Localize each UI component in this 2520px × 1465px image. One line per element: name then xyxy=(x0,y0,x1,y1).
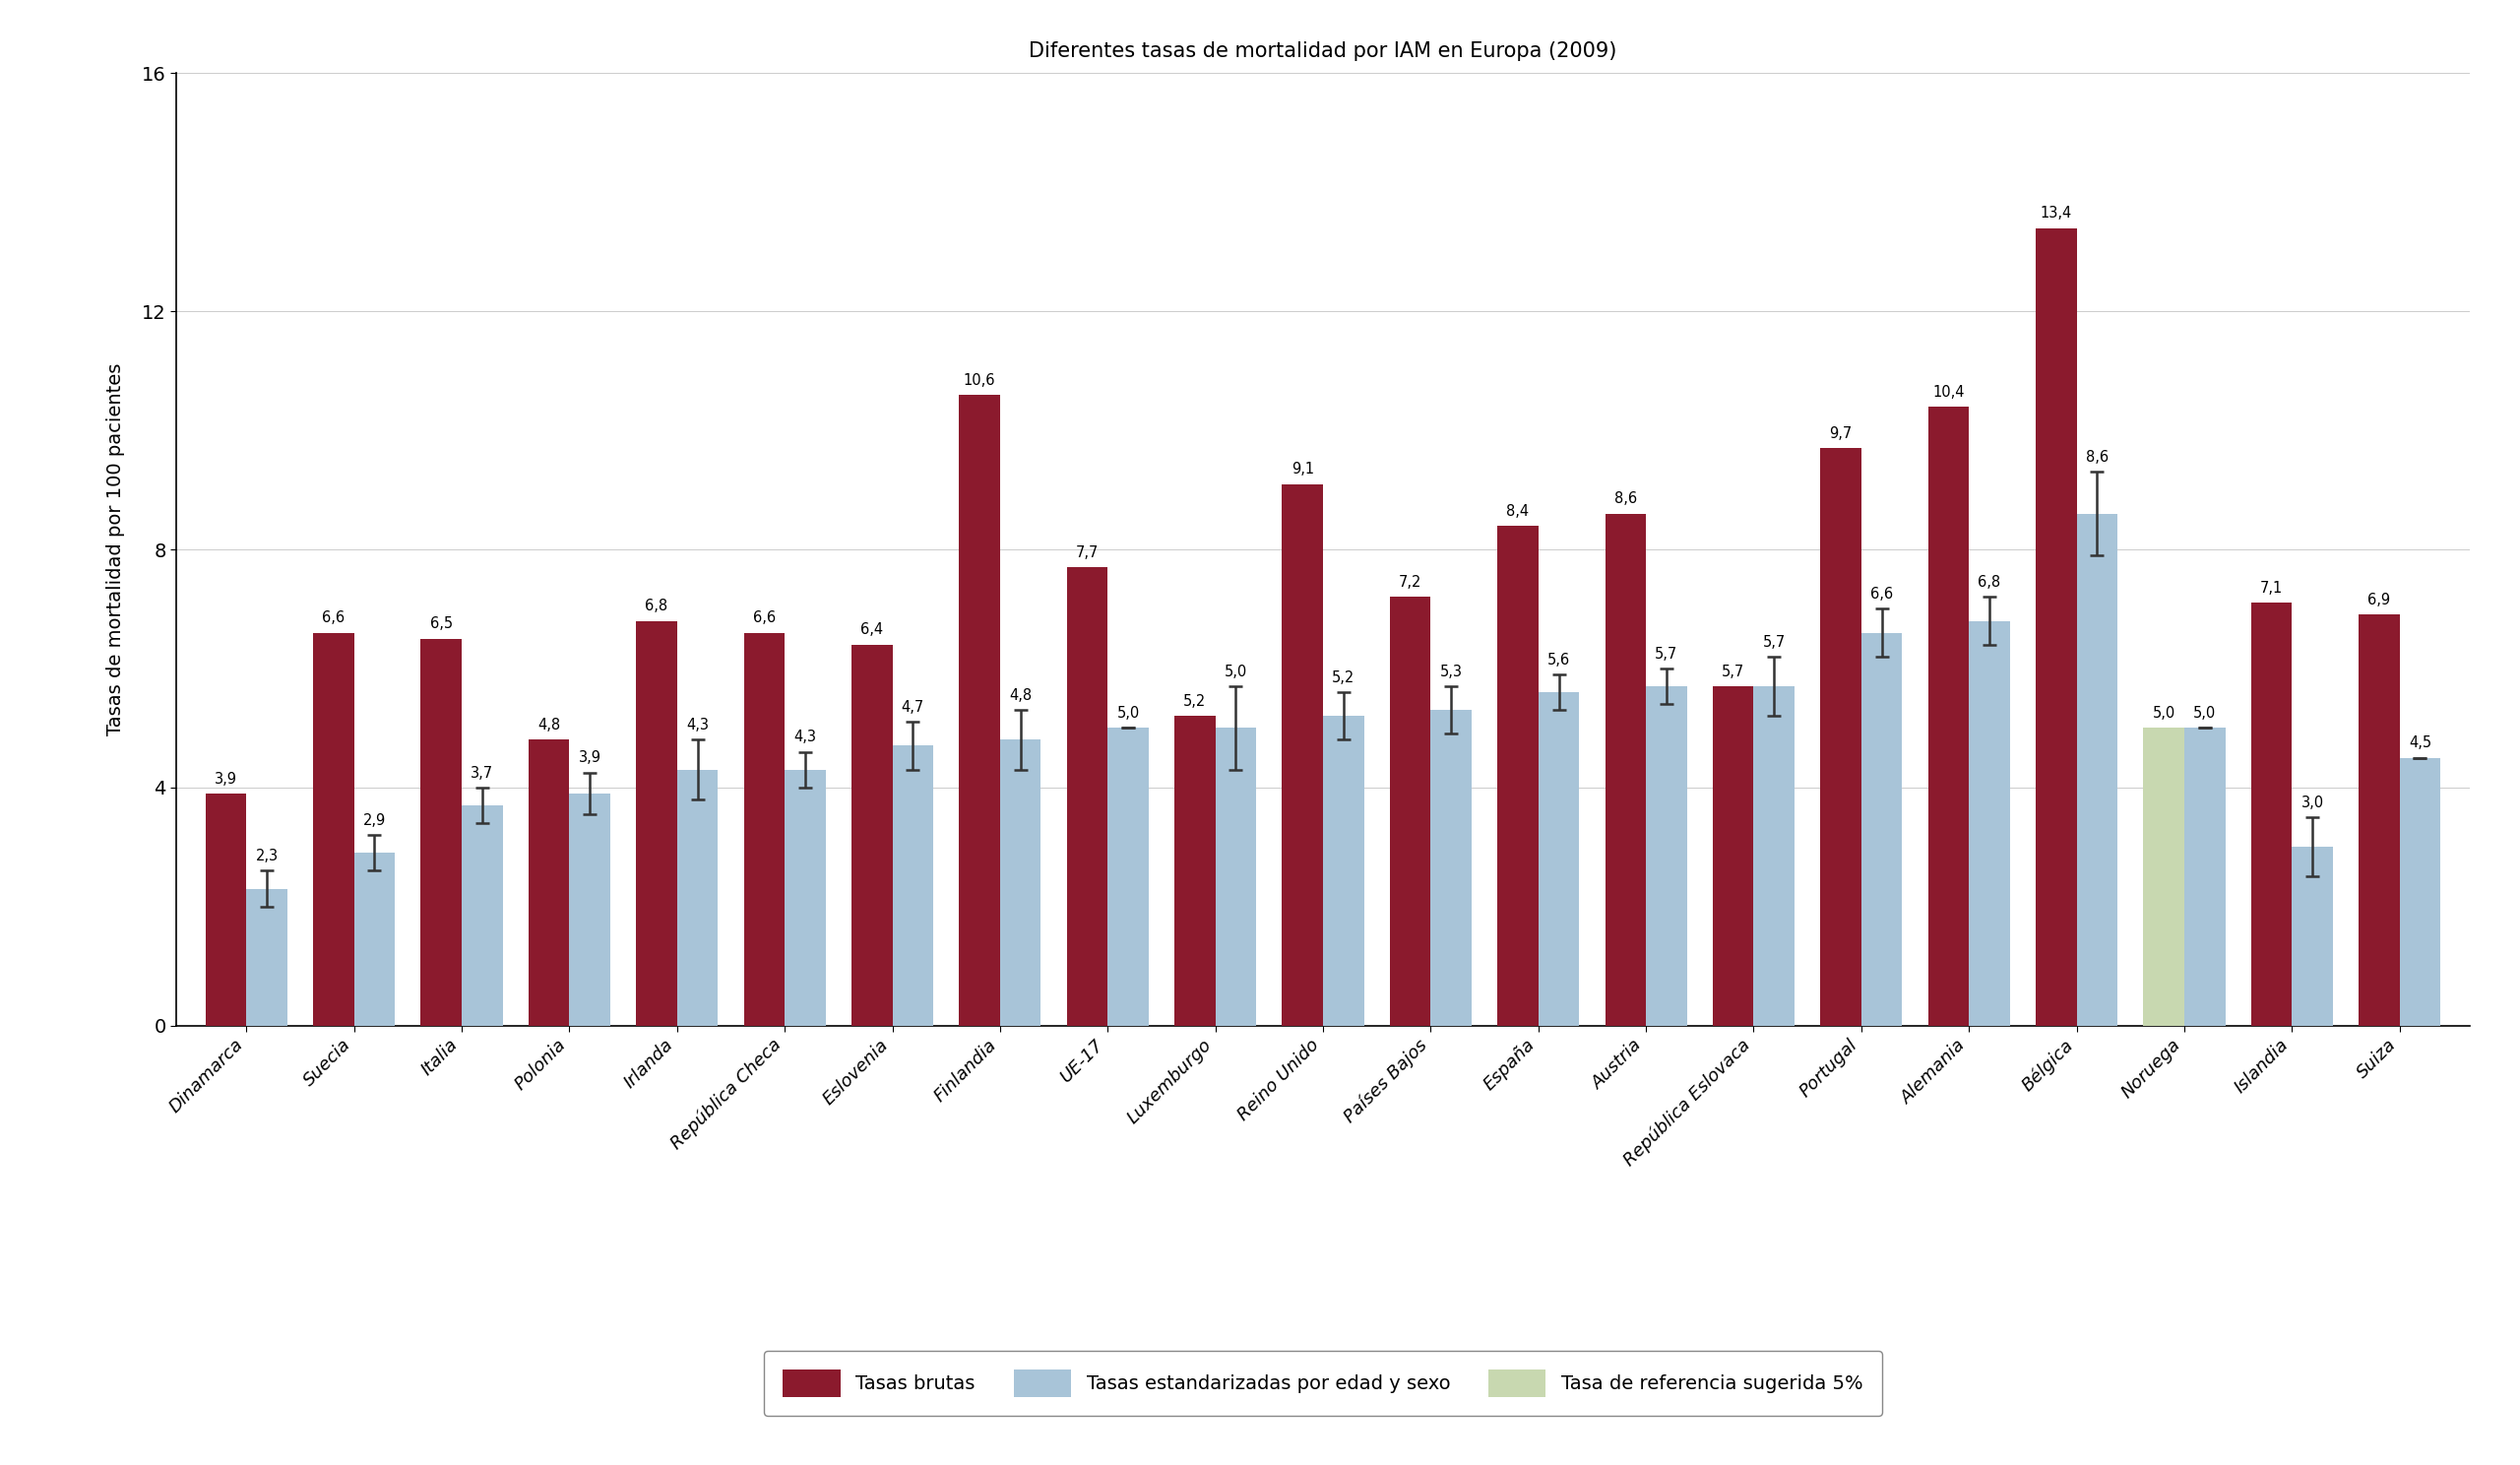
Bar xyxy=(1283,483,1323,1025)
Bar xyxy=(678,769,718,1025)
Text: 2,9: 2,9 xyxy=(363,813,386,828)
Text: 5,7: 5,7 xyxy=(1761,634,1787,649)
Text: 8,6: 8,6 xyxy=(1615,492,1638,507)
Bar xyxy=(312,633,353,1025)
Bar xyxy=(2076,514,2117,1025)
Text: 4,8: 4,8 xyxy=(537,718,559,732)
Text: 6,6: 6,6 xyxy=(753,611,776,626)
Bar xyxy=(852,645,892,1025)
Text: 6,9: 6,9 xyxy=(2369,593,2391,608)
Bar xyxy=(1605,514,1646,1025)
Text: 7,1: 7,1 xyxy=(2260,582,2283,596)
Bar xyxy=(1646,686,1686,1025)
Text: 5,0: 5,0 xyxy=(2192,706,2215,721)
Text: 5,0: 5,0 xyxy=(2152,706,2175,721)
Bar xyxy=(1389,596,1431,1025)
Text: 9,7: 9,7 xyxy=(1830,426,1852,441)
Text: 9,1: 9,1 xyxy=(1290,461,1313,476)
Legend: Tasas brutas, Tasas estandarizadas por edad y sexo, Tasa de referencia sugerida : Tasas brutas, Tasas estandarizadas por e… xyxy=(764,1351,1882,1415)
Text: 5,2: 5,2 xyxy=(1184,694,1207,709)
Bar xyxy=(784,769,827,1025)
Text: 6,6: 6,6 xyxy=(323,611,345,626)
Text: 8,4: 8,4 xyxy=(1507,504,1530,519)
Text: 3,0: 3,0 xyxy=(2301,795,2323,810)
Bar xyxy=(1862,633,1903,1025)
Bar xyxy=(1819,448,1862,1025)
Bar xyxy=(1968,621,2011,1025)
Bar xyxy=(570,794,610,1025)
Bar xyxy=(353,853,396,1025)
Bar xyxy=(1754,686,1794,1025)
Text: 5,0: 5,0 xyxy=(1225,664,1247,680)
Text: 3,9: 3,9 xyxy=(580,750,602,765)
Text: 10,4: 10,4 xyxy=(1933,385,1966,400)
Text: 4,3: 4,3 xyxy=(794,730,816,744)
Bar xyxy=(421,639,461,1025)
Text: 8,6: 8,6 xyxy=(2087,450,2109,464)
Bar xyxy=(207,794,247,1025)
Bar xyxy=(1323,716,1363,1025)
Text: 2,3: 2,3 xyxy=(255,848,277,863)
Bar xyxy=(960,394,1000,1025)
Y-axis label: Tasas de mortalidad por 100 pacientes: Tasas de mortalidad por 100 pacientes xyxy=(106,363,126,735)
Bar xyxy=(1497,526,1537,1025)
Bar xyxy=(529,740,570,1025)
Bar xyxy=(247,889,287,1025)
Bar xyxy=(2185,728,2225,1025)
Bar xyxy=(2293,847,2334,1025)
Text: 4,7: 4,7 xyxy=(902,700,925,715)
Text: 5,7: 5,7 xyxy=(1656,646,1678,661)
Bar xyxy=(635,621,678,1025)
Text: 7,7: 7,7 xyxy=(1076,545,1099,560)
Text: 5,6: 5,6 xyxy=(1547,652,1570,667)
Text: 10,6: 10,6 xyxy=(963,372,995,387)
Bar xyxy=(743,633,784,1025)
Text: 4,3: 4,3 xyxy=(685,718,708,732)
Text: 4,8: 4,8 xyxy=(1008,689,1031,703)
Bar xyxy=(1066,567,1109,1025)
Bar xyxy=(2145,728,2185,1025)
Text: 4,5: 4,5 xyxy=(2409,735,2432,750)
Text: 6,6: 6,6 xyxy=(1870,587,1893,602)
Bar xyxy=(892,746,932,1025)
Bar xyxy=(2359,615,2399,1025)
Text: 6,5: 6,5 xyxy=(431,617,454,631)
Bar xyxy=(1109,728,1149,1025)
Text: 6,8: 6,8 xyxy=(1978,576,2001,590)
Title: Diferentes tasas de mortalidad por IAM en Europa (2009): Diferentes tasas de mortalidad por IAM e… xyxy=(1028,41,1618,60)
Text: 5,7: 5,7 xyxy=(1721,664,1744,680)
Bar xyxy=(1714,686,1754,1025)
Bar xyxy=(1215,728,1257,1025)
Bar xyxy=(1174,716,1215,1025)
Text: 13,4: 13,4 xyxy=(2041,207,2071,221)
Bar xyxy=(1537,691,1580,1025)
Bar xyxy=(2399,757,2439,1025)
Bar xyxy=(461,806,501,1025)
Text: 7,2: 7,2 xyxy=(1399,576,1421,590)
Bar xyxy=(1431,711,1472,1025)
Text: 6,8: 6,8 xyxy=(645,599,668,614)
Bar xyxy=(2036,229,2076,1025)
Bar xyxy=(1000,740,1041,1025)
Text: 5,3: 5,3 xyxy=(1439,664,1462,680)
Text: 3,9: 3,9 xyxy=(214,772,237,787)
Text: 5,2: 5,2 xyxy=(1333,671,1356,686)
Bar xyxy=(1928,406,1968,1025)
Bar xyxy=(2250,604,2293,1025)
Text: 5,0: 5,0 xyxy=(1116,706,1139,721)
Text: 3,7: 3,7 xyxy=(471,766,494,781)
Text: 6,4: 6,4 xyxy=(859,623,885,637)
